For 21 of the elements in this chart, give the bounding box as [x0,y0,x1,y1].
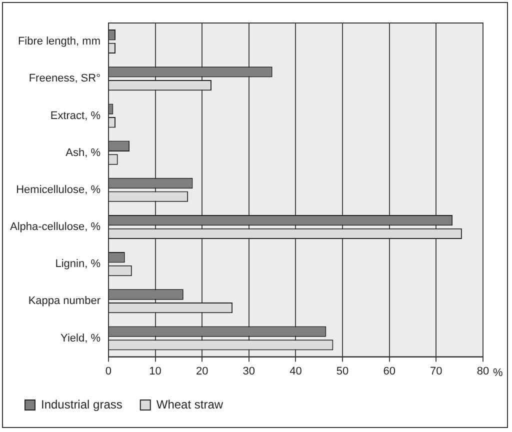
x-tick-label: 50 [336,365,349,378]
y-tick-label: Kappa number [28,295,101,308]
x-axis-title: % [493,366,503,379]
y-tick-label: Freeness, SR° [28,72,100,85]
y-tick-label: Lignin, % [55,258,101,270]
legend-label: Industrial grass [41,397,122,412]
x-tick-label: 20 [196,365,208,378]
x-tick-label: 10 [149,365,162,378]
x-tick-label: 80 [476,365,490,378]
x-tick-label: 70 [430,365,442,378]
y-tick-label: Alpha-cellulose, % [10,221,101,234]
x-tick-label: 40 [290,365,302,378]
legend-label: Wheat straw [156,397,224,412]
y-tick-label: Hemicellulose, % [16,184,101,196]
y-tick-label: Fibre length, mm [18,36,100,48]
x-tick-label: 60 [383,365,396,378]
x-tick-label: 30 [242,365,256,378]
y-tick-label: Yield, % [60,332,101,344]
y-tick-label: Extract, % [50,110,101,122]
x-tick-label: 0 [105,365,112,378]
y-tick-label: Ash, % [66,146,101,159]
